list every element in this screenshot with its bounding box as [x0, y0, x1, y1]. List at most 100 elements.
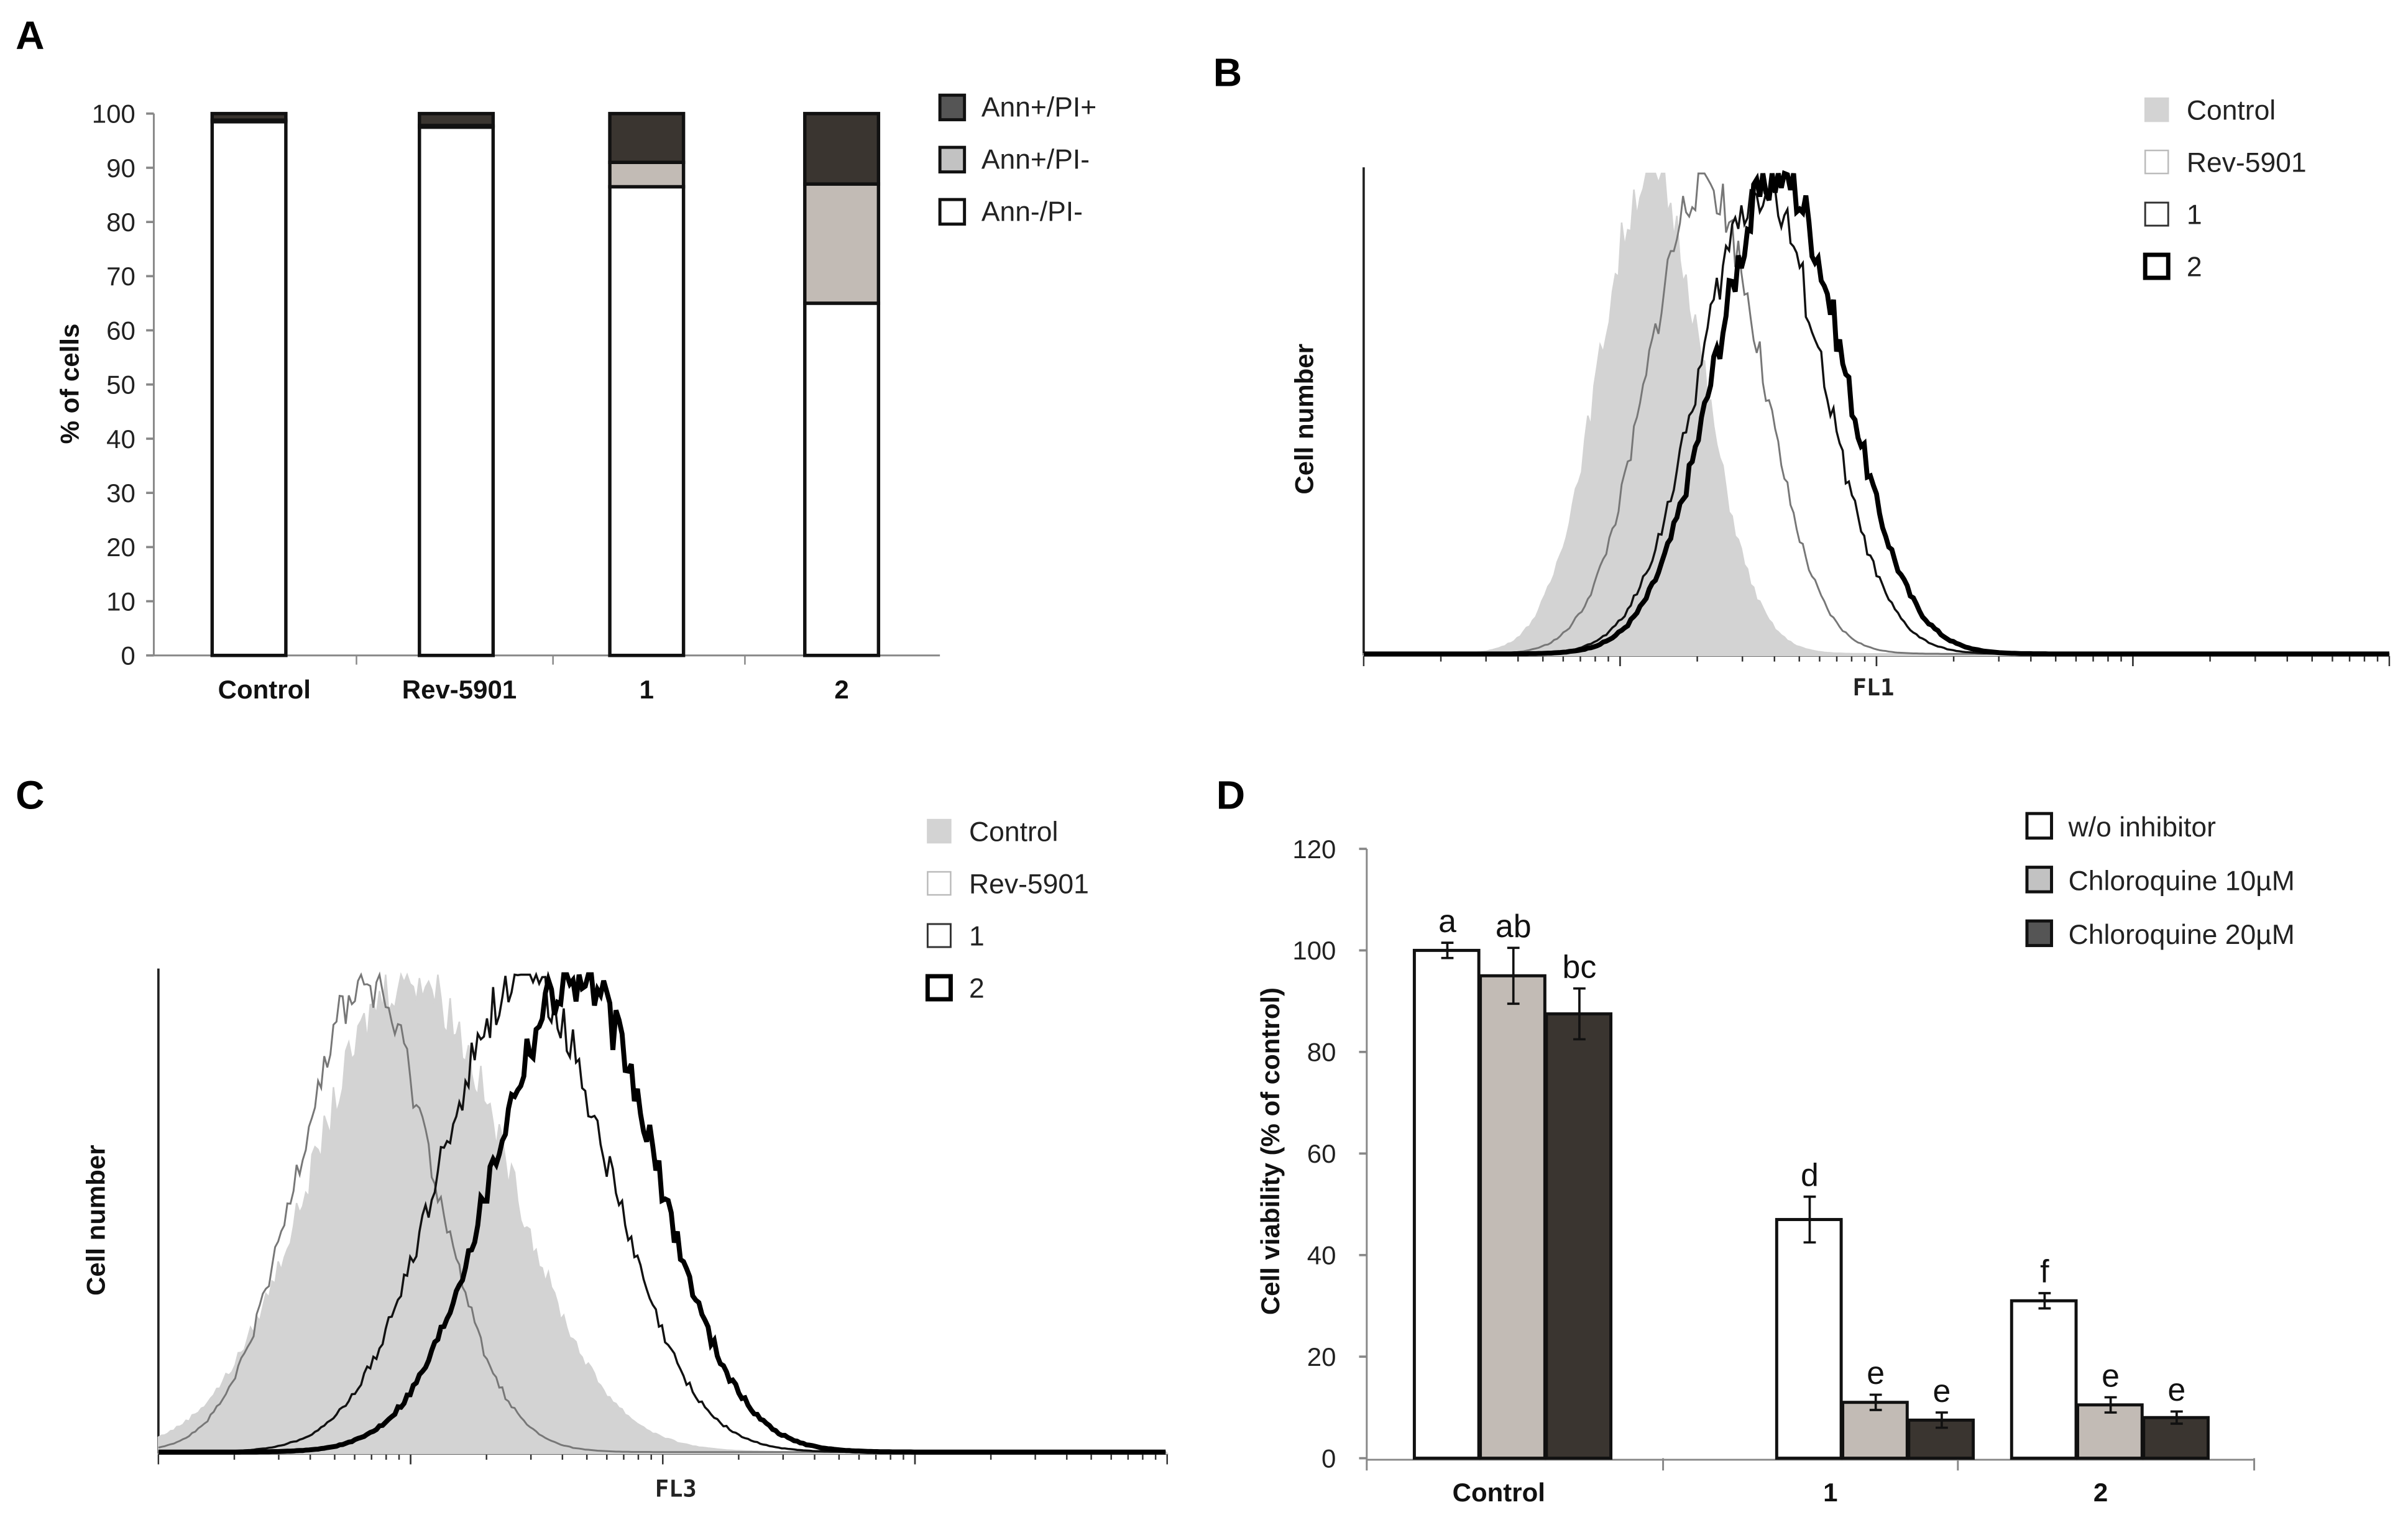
legend-label: Ann+/PI+ — [981, 93, 1096, 123]
bar-AnnPI-0 — [210, 120, 288, 657]
legend-swatch — [926, 923, 952, 948]
legend-label: 1 — [969, 922, 985, 952]
error-bar — [1869, 1393, 1882, 1411]
bar — [1775, 1218, 1843, 1460]
y-tick-label: 100 — [1292, 936, 1336, 965]
error-bar — [1441, 941, 1454, 959]
legend-swatch — [927, 871, 952, 896]
legend-label: Ann+/PI- — [981, 145, 1090, 175]
x-axis-label: FL1 — [1853, 674, 1895, 701]
bar — [2010, 1299, 2078, 1460]
significance-letter: a — [1438, 903, 1456, 939]
legend-swatch — [2144, 201, 2169, 227]
bar-AnnPI-0 — [210, 112, 288, 122]
legend-label: 2 — [969, 974, 985, 1004]
histogram-1 — [1363, 187, 2389, 655]
error-bar — [1507, 946, 1520, 1005]
bar-AnnPI-3 — [803, 112, 881, 186]
bar-AnnPI-2 — [608, 160, 686, 189]
histogram-control — [157, 972, 1169, 1455]
bar-AnnPI-2 — [608, 112, 686, 164]
significance-letter: e — [1932, 1373, 1951, 1409]
significance-letter: d — [1801, 1156, 1819, 1192]
category-label: 1 — [640, 675, 654, 704]
error-bar — [1803, 1195, 1816, 1244]
y-axis-label: Cell number — [81, 1145, 110, 1296]
category-label: 1 — [1823, 1478, 1837, 1507]
y-tick-label: 40 — [1307, 1241, 1336, 1270]
bar-AnnPI-1 — [418, 125, 495, 657]
y-tick-label: 60 — [106, 316, 136, 345]
x-axis-label: FL3 — [655, 1475, 697, 1502]
y-tick-label: 30 — [106, 478, 136, 508]
y-axis-label: % of cells — [55, 324, 84, 444]
error-bar — [1573, 987, 1586, 1041]
error-bar — [2038, 1292, 2051, 1310]
y-tick-label: 120 — [1292, 835, 1336, 864]
legend-label: w/o inhibitor — [2068, 812, 2216, 843]
legend-label: Rev-5901 — [969, 869, 1089, 900]
legend-label: Control — [969, 817, 1058, 848]
legend-label: Rev-5901 — [2187, 148, 2307, 178]
legend-swatch — [2144, 149, 2169, 175]
chart-a-apoptosis: 0 10 20 30 40 50 60 70 80 90 100 % of cells Control R… — [55, 93, 1096, 704]
y-tick-label: 20 — [1307, 1342, 1336, 1371]
y-tick-label: 10 — [106, 587, 136, 616]
y-tick-label: 50 — [106, 370, 136, 400]
legend-label: Chloroquine 10µM — [2069, 866, 2295, 897]
legend-swatch — [927, 818, 952, 844]
error-bar — [1936, 1411, 1948, 1429]
histogram-2 — [158, 971, 1166, 1455]
significance-letter: bc — [1563, 948, 1597, 984]
error-bar — [2170, 1410, 2183, 1425]
y-tick-label: 40 — [106, 424, 136, 454]
bar-AnnPI-2 — [608, 185, 686, 657]
bar — [1841, 1401, 1909, 1460]
y-axis-label: Cell viability (% of control) — [1256, 987, 1285, 1315]
legend-label: Ann-/PI- — [981, 197, 1083, 227]
significance-letter: e — [2102, 1357, 2120, 1393]
significance-letter: f — [2040, 1253, 2049, 1289]
y-tick-label: 60 — [1307, 1139, 1336, 1168]
y-tick-label: 80 — [106, 208, 136, 237]
significance-letter: ab — [1496, 908, 1532, 944]
significance-letter: e — [1867, 1355, 1885, 1391]
histogram-2 — [1363, 170, 2389, 657]
histogram-control — [1363, 172, 2391, 656]
y-axis-label: Cell number — [1289, 344, 1318, 495]
panel-label-c: C — [16, 773, 44, 818]
y-tick-label: 20 — [106, 533, 136, 562]
bar-AnnPI-3 — [803, 182, 881, 305]
category-label: Control — [218, 675, 311, 704]
bar — [1545, 1012, 1613, 1460]
y-tick-label: 100 — [92, 99, 136, 129]
legend-label: 2 — [2187, 252, 2202, 283]
panel-label-d: D — [1216, 773, 1245, 818]
legend-swatch — [2025, 812, 2053, 840]
error-bar — [2104, 1396, 2117, 1414]
legend-label: Control — [2187, 96, 2276, 126]
y-tick-label: 0 — [121, 641, 135, 671]
chart-d-viability: 0 20 40 60 80 100 120 Cell viability (% of cont… — [1256, 812, 2295, 1507]
legend-swatch — [2025, 866, 2053, 894]
bar-AnnPI-3 — [803, 301, 881, 657]
category-label: Rev-5901 — [402, 675, 517, 704]
panel-label-b: B — [1213, 50, 1242, 94]
category-label: 2 — [2093, 1478, 2108, 1507]
legend-label: 1 — [2187, 200, 2202, 231]
bar — [1412, 948, 1481, 1460]
legend-swatch — [938, 198, 967, 226]
legend-swatch — [938, 145, 967, 174]
legend-swatch — [2143, 252, 2171, 280]
y-tick-label: 70 — [106, 262, 136, 291]
category-label: Control — [1453, 1478, 1545, 1507]
legend-swatch — [2025, 919, 2053, 948]
legend-swatch — [2144, 97, 2169, 122]
bar-AnnPI-1 — [418, 112, 495, 127]
panel-label-a: A — [16, 13, 44, 58]
y-tick-label: 90 — [106, 153, 136, 183]
legend-swatch — [938, 93, 967, 122]
chart-b-fl1-histogram: FL1 Cell number Control Rev-5901 1 2 — [1289, 96, 2391, 701]
y-tick-label: 80 — [1307, 1038, 1336, 1067]
